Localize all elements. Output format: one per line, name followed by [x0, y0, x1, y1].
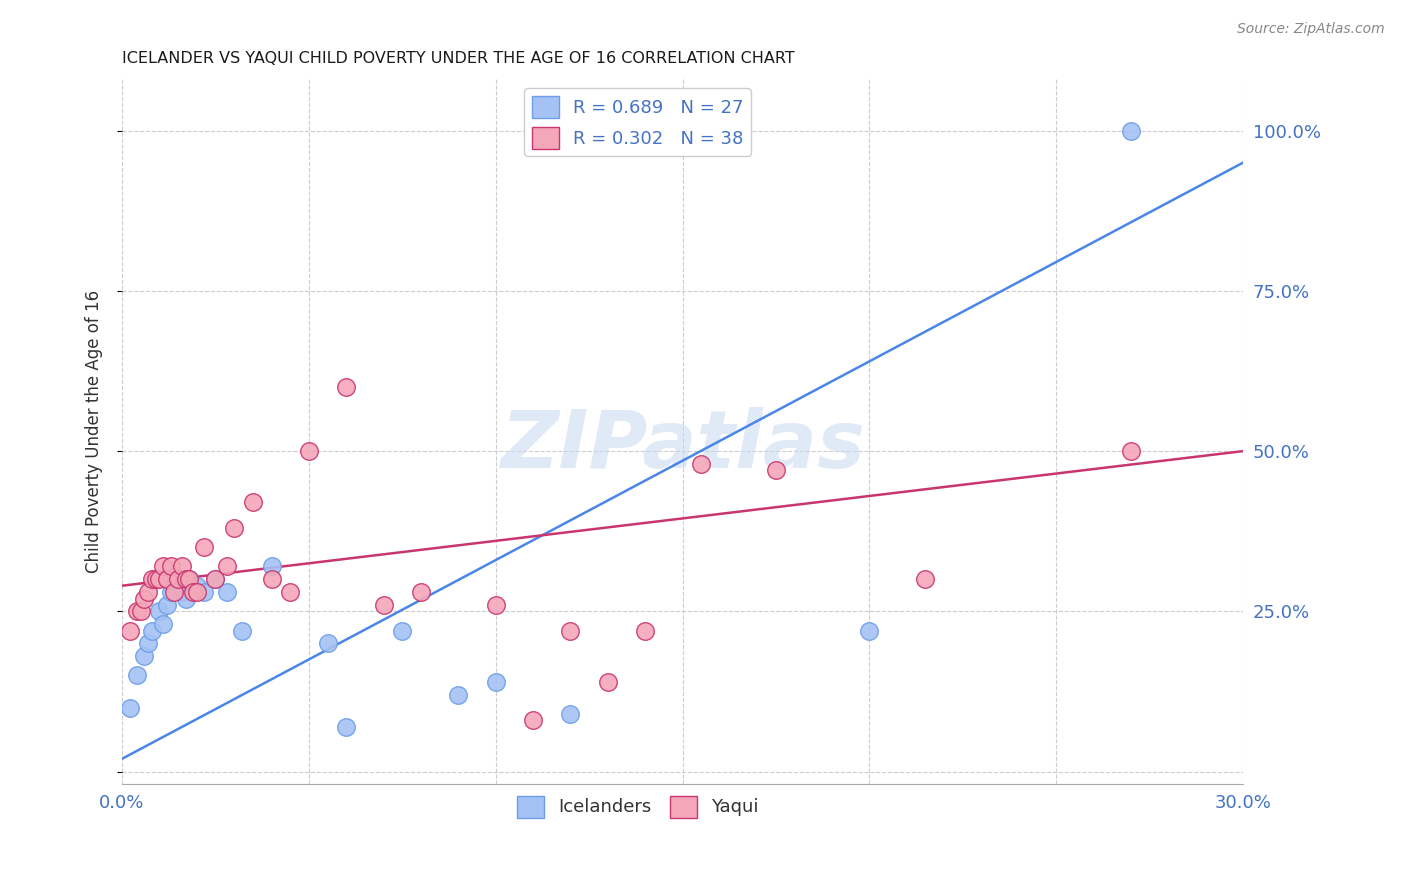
Point	[186, 585, 208, 599]
Point	[179, 572, 201, 586]
Point	[204, 572, 226, 586]
Point	[129, 604, 152, 618]
Point	[167, 572, 190, 586]
Point	[409, 585, 432, 599]
Point	[596, 674, 619, 689]
Point	[193, 541, 215, 555]
Point	[134, 649, 156, 664]
Point	[914, 572, 936, 586]
Point	[179, 572, 201, 586]
Point	[141, 624, 163, 638]
Point	[148, 572, 170, 586]
Point	[125, 604, 148, 618]
Point	[278, 585, 301, 599]
Point	[163, 585, 186, 599]
Point	[298, 444, 321, 458]
Point	[373, 598, 395, 612]
Point	[186, 579, 208, 593]
Point	[858, 624, 880, 638]
Point	[152, 559, 174, 574]
Point	[1119, 444, 1142, 458]
Point	[447, 688, 470, 702]
Point	[485, 598, 508, 612]
Point	[170, 585, 193, 599]
Point	[204, 572, 226, 586]
Point	[136, 585, 159, 599]
Point	[260, 559, 283, 574]
Point	[170, 559, 193, 574]
Point	[156, 572, 179, 586]
Point	[148, 604, 170, 618]
Point	[145, 572, 167, 586]
Point	[522, 714, 544, 728]
Legend: Icelanders, Yaqui: Icelanders, Yaqui	[509, 789, 766, 825]
Point	[231, 624, 253, 638]
Text: ICELANDER VS YAQUI CHILD POVERTY UNDER THE AGE OF 16 CORRELATION CHART: ICELANDER VS YAQUI CHILD POVERTY UNDER T…	[122, 51, 794, 66]
Point	[159, 559, 181, 574]
Text: Source: ZipAtlas.com: Source: ZipAtlas.com	[1237, 22, 1385, 37]
Point	[141, 572, 163, 586]
Point	[159, 585, 181, 599]
Point	[118, 700, 141, 714]
Point	[125, 668, 148, 682]
Point	[765, 463, 787, 477]
Point	[316, 636, 339, 650]
Point	[193, 585, 215, 599]
Point	[560, 624, 582, 638]
Point	[485, 674, 508, 689]
Point	[260, 572, 283, 586]
Point	[690, 457, 713, 471]
Point	[634, 624, 657, 638]
Y-axis label: Child Poverty Under the Age of 16: Child Poverty Under the Age of 16	[86, 290, 103, 574]
Point	[215, 559, 238, 574]
Point	[167, 572, 190, 586]
Point	[181, 585, 204, 599]
Point	[118, 624, 141, 638]
Point	[134, 591, 156, 606]
Point	[156, 598, 179, 612]
Point	[335, 380, 357, 394]
Text: ZIPatlas: ZIPatlas	[501, 407, 865, 485]
Point	[242, 495, 264, 509]
Point	[335, 720, 357, 734]
Point	[174, 591, 197, 606]
Point	[560, 706, 582, 721]
Point	[174, 572, 197, 586]
Point	[1119, 123, 1142, 137]
Point	[391, 624, 413, 638]
Point	[224, 521, 246, 535]
Point	[215, 585, 238, 599]
Point	[136, 636, 159, 650]
Point	[152, 617, 174, 632]
